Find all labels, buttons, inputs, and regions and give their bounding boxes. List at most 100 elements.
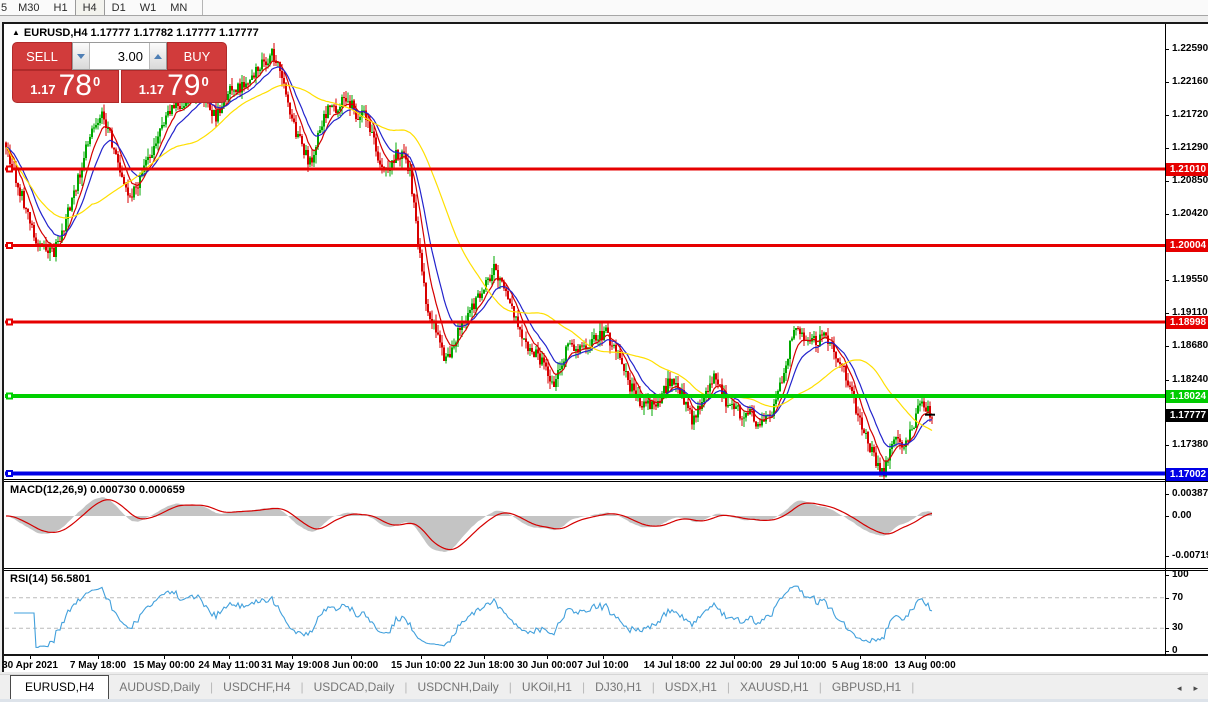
- time-axis-label: 15 Jun 10:00: [390, 660, 452, 671]
- chart-tab-eurusd-h4[interactable]: EURUSD,H4: [10, 675, 110, 699]
- arrow-up-icon: [154, 53, 162, 59]
- chart-tab-usdx-h1[interactable]: USDX,H1: [664, 680, 717, 694]
- timeframe-button-m30[interactable]: M30: [18, 1, 40, 14]
- chart-tab-gbpusd-h1[interactable]: GBPUSD,H1: [831, 680, 902, 694]
- time-axis-label: 22 Jun 18:00: [453, 660, 515, 671]
- price-scale-divider[interactable]: [1165, 24, 1166, 656]
- time-axis-label: 31 May 19:00: [261, 660, 323, 671]
- macd-chart-canvas[interactable]: [5, 483, 1165, 568]
- buy-price-sup: 0: [201, 74, 209, 89]
- time-axis-label: 22 Jul 00:00: [705, 660, 763, 671]
- chart-tab-bar: EURUSD,H4 AUDUSD,Daily | USDCHF,H4 | USDCAD,D…: [0, 674, 1208, 699]
- timeframe-button-5[interactable]: 5: [1, 1, 8, 14]
- price-badge-1.18024: 1.18024: [1166, 389, 1208, 403]
- time-axis-label: 30 Apr 2021: [2, 660, 58, 671]
- sell-price-sup: 0: [92, 74, 101, 89]
- main-chart-canvas[interactable]: [5, 25, 1165, 479]
- time-tick-mark: [547, 656, 548, 659]
- price-tick-label: 1.21290: [1172, 141, 1208, 153]
- timeframe-button-h1[interactable]: H1: [53, 1, 68, 14]
- time-axis-label: 24 May 11:00: [198, 660, 260, 671]
- time-axis-label: 8 Jun 00:00: [323, 660, 379, 671]
- time-tick-mark: [603, 656, 604, 659]
- price-badge-1.18998: 1.18998: [1166, 315, 1208, 329]
- price-tick-mark: [1165, 279, 1169, 281]
- macd-tick-label: -0.007195: [1172, 550, 1208, 562]
- collapse-triangle-icon[interactable]: ▲: [12, 28, 20, 37]
- time-axis-label: 29 Jul 10:00: [769, 660, 827, 671]
- status-strip: [0, 699, 1208, 702]
- price-badge-1.21010: 1.21010: [1166, 163, 1208, 176]
- chart-tab-usdcnh-daily[interactable]: USDCNH,Daily: [417, 680, 499, 694]
- time-tick-mark: [798, 656, 799, 659]
- volume-input[interactable]: [90, 43, 149, 69]
- tab-separator: |: [404, 680, 408, 694]
- buy-price-display[interactable]: 1.17 79 0: [120, 70, 227, 103]
- time-axis-label: 13 Aug 00:00: [894, 660, 956, 671]
- volume-decrease-button[interactable]: [73, 43, 90, 69]
- time-tick-mark: [672, 656, 673, 659]
- macd-tick-mark: [1165, 516, 1169, 517]
- tab-separator: |: [508, 680, 512, 694]
- one-click-trading-panel: SELL BUY 1.17 78 0 1.17 79 0: [12, 42, 227, 103]
- price-tick-label: 1.21720: [1172, 109, 1208, 121]
- chart-title: ▲ EURUSD,H4 1.17777 1.17782 1.17777 1.177…: [12, 27, 259, 39]
- time-tick-mark: [860, 656, 861, 659]
- sell-price-prefix: 1.17: [30, 82, 56, 97]
- sell-button[interactable]: SELL: [12, 42, 72, 70]
- time-axis-label: 14 Jul 18:00: [643, 660, 701, 671]
- macd-tick-label: 0.003873: [1172, 488, 1208, 500]
- timeframe-button-w1[interactable]: W1: [139, 1, 157, 14]
- tab-scroll-right-icon[interactable]: ▸: [1193, 683, 1198, 693]
- time-tick-mark: [292, 656, 293, 659]
- rsi-label: RSI(14) 56.5801: [10, 573, 91, 585]
- timeframe-button-mn[interactable]: MN: [170, 1, 188, 14]
- tab-scroll-arrows: ◂ ▸: [1177, 683, 1198, 694]
- rsi-tick-label: 30: [1172, 622, 1184, 634]
- price-tick-mark: [1165, 181, 1169, 183]
- tab-scroll-left-icon[interactable]: ◂: [1176, 683, 1182, 693]
- rsi-tick-label: 0: [1172, 645, 1178, 656]
- price-tick-label: 1.18240: [1172, 373, 1208, 385]
- sell-price-display[interactable]: 1.17 78 0: [12, 70, 119, 103]
- price-tick-mark: [1165, 81, 1169, 83]
- time-tick-mark: [229, 656, 230, 659]
- rsi-chart-canvas[interactable]: [5, 572, 1165, 653]
- price-tick-mark: [1165, 346, 1169, 348]
- buy-button[interactable]: BUY: [167, 42, 227, 70]
- price-badge-1.17777: 1.17777: [1166, 408, 1208, 422]
- price-tick-mark: [1165, 313, 1169, 315]
- chart-tab-usdchf-h4[interactable]: USDCHF,H4: [223, 680, 291, 694]
- price-tick-label: 1.22590: [1172, 42, 1208, 54]
- chart-tab-dj30-h1[interactable]: DJ30,H1: [595, 680, 642, 694]
- tab-separator: |: [726, 680, 731, 694]
- time-tick-mark: [30, 656, 31, 659]
- rsi-tick-mark: [1165, 597, 1169, 599]
- chart-tab-xauusd-h1[interactable]: XAUUSD,H1: [740, 680, 809, 694]
- timeframe-button-h4[interactable]: H4: [74, 0, 105, 15]
- chart-tab-audusd-daily[interactable]: AUDUSD,Daily: [119, 680, 201, 694]
- macd-panel-separator[interactable]: [4, 479, 1208, 482]
- toolbar-separator: [202, 0, 204, 15]
- price-tick-mark: [1165, 213, 1169, 215]
- tab-separator: |: [651, 680, 655, 694]
- time-axis-label: 5 Aug 18:00: [832, 660, 888, 671]
- timeframe-button-d1[interactable]: D1: [111, 1, 126, 14]
- chart-tab-ukoil-h1[interactable]: UKOil,H1: [521, 680, 572, 694]
- macd-label: MACD(12,26,9) 0.000730 0.000659: [10, 484, 185, 496]
- time-axis-label: 30 Jun 00:00: [516, 660, 578, 671]
- rsi-panel-separator[interactable]: [4, 568, 1208, 571]
- volume-increase-button[interactable]: [149, 43, 166, 69]
- rsi-tick-label: 70: [1172, 591, 1184, 603]
- rsi-tick-label: 100: [1172, 569, 1189, 580]
- time-tick-mark: [925, 656, 926, 659]
- rsi-tick-mark: [1165, 651, 1169, 652]
- price-tick-label: 1.17380: [1172, 438, 1208, 450]
- price-badge-1.20004: 1.20004: [1166, 239, 1208, 253]
- price-tick-label: 1.20850: [1172, 175, 1208, 187]
- price-tick-label: 1.18680: [1172, 340, 1208, 352]
- chart-tab-usdcad-daily[interactable]: USDCAD,Daily: [313, 680, 395, 694]
- tab-separator: |: [911, 680, 915, 694]
- time-tick-mark: [484, 656, 485, 659]
